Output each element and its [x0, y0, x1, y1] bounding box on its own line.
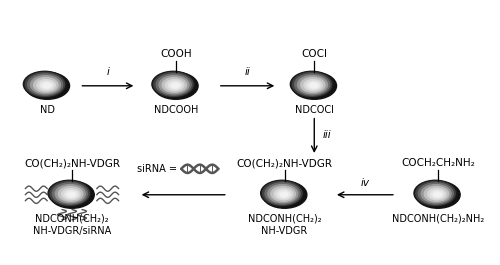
Ellipse shape: [298, 76, 328, 94]
Ellipse shape: [260, 180, 304, 206]
Ellipse shape: [156, 74, 191, 95]
Ellipse shape: [28, 74, 62, 95]
Ellipse shape: [159, 76, 189, 94]
Ellipse shape: [30, 76, 60, 94]
Ellipse shape: [430, 191, 444, 198]
Text: iii: iii: [322, 130, 331, 140]
Ellipse shape: [300, 78, 325, 92]
Ellipse shape: [52, 183, 88, 204]
Text: COCl: COCl: [302, 49, 328, 59]
Ellipse shape: [414, 180, 457, 206]
Text: ii: ii: [244, 67, 250, 77]
Ellipse shape: [34, 78, 58, 92]
Ellipse shape: [56, 185, 85, 203]
Ellipse shape: [418, 183, 454, 204]
Ellipse shape: [50, 181, 94, 208]
Ellipse shape: [274, 188, 292, 200]
Ellipse shape: [152, 71, 194, 97]
Ellipse shape: [50, 182, 90, 205]
Ellipse shape: [58, 187, 82, 201]
Ellipse shape: [65, 191, 78, 198]
Ellipse shape: [424, 187, 448, 201]
Ellipse shape: [166, 80, 184, 91]
Ellipse shape: [62, 188, 80, 200]
Ellipse shape: [68, 192, 76, 197]
Ellipse shape: [43, 83, 51, 88]
Text: iv: iv: [360, 178, 369, 188]
Ellipse shape: [48, 180, 91, 206]
Text: CO(CH₂)₂NH-VDGR: CO(CH₂)₂NH-VDGR: [24, 158, 120, 168]
Ellipse shape: [268, 185, 298, 203]
Ellipse shape: [154, 72, 193, 96]
Ellipse shape: [280, 192, 288, 197]
Ellipse shape: [304, 80, 322, 91]
Text: i: i: [106, 67, 109, 77]
Ellipse shape: [26, 72, 64, 96]
Text: NDCONH(CH₂)₂
NH-VDGR: NDCONH(CH₂)₂ NH-VDGR: [248, 214, 322, 236]
Ellipse shape: [307, 81, 320, 89]
Ellipse shape: [292, 72, 337, 99]
Ellipse shape: [262, 182, 302, 205]
Text: NDCONH(CH₂)₂
NH-VDGR/siRNA: NDCONH(CH₂)₂ NH-VDGR/siRNA: [33, 214, 111, 236]
Text: COCH₂CH₂NH₂: COCH₂CH₂NH₂: [401, 158, 475, 168]
Ellipse shape: [421, 185, 451, 203]
Ellipse shape: [172, 83, 179, 88]
Text: COOH: COOH: [160, 49, 192, 59]
Ellipse shape: [271, 187, 295, 201]
Ellipse shape: [25, 72, 70, 99]
Ellipse shape: [262, 181, 307, 208]
Ellipse shape: [40, 81, 53, 89]
Ellipse shape: [428, 188, 446, 200]
Ellipse shape: [265, 183, 300, 204]
Ellipse shape: [162, 78, 186, 92]
Text: NDCOCl: NDCOCl: [295, 105, 334, 115]
Text: NDCOOH: NDCOOH: [154, 105, 198, 115]
Ellipse shape: [37, 80, 56, 91]
Ellipse shape: [292, 72, 332, 96]
Ellipse shape: [278, 191, 290, 198]
Ellipse shape: [154, 72, 198, 99]
Text: siRNA =: siRNA =: [137, 164, 180, 174]
Ellipse shape: [168, 81, 181, 89]
Text: NDCONH(CH₂)₂NH₂: NDCONH(CH₂)₂NH₂: [392, 214, 484, 224]
Text: ND: ND: [40, 105, 55, 115]
Ellipse shape: [416, 182, 455, 205]
Ellipse shape: [24, 71, 66, 97]
Ellipse shape: [294, 74, 330, 95]
Ellipse shape: [434, 192, 442, 197]
Ellipse shape: [310, 83, 318, 88]
Ellipse shape: [416, 181, 460, 208]
Ellipse shape: [290, 71, 333, 97]
Text: CO(CH₂)₂NH-VDGR: CO(CH₂)₂NH-VDGR: [236, 158, 332, 168]
